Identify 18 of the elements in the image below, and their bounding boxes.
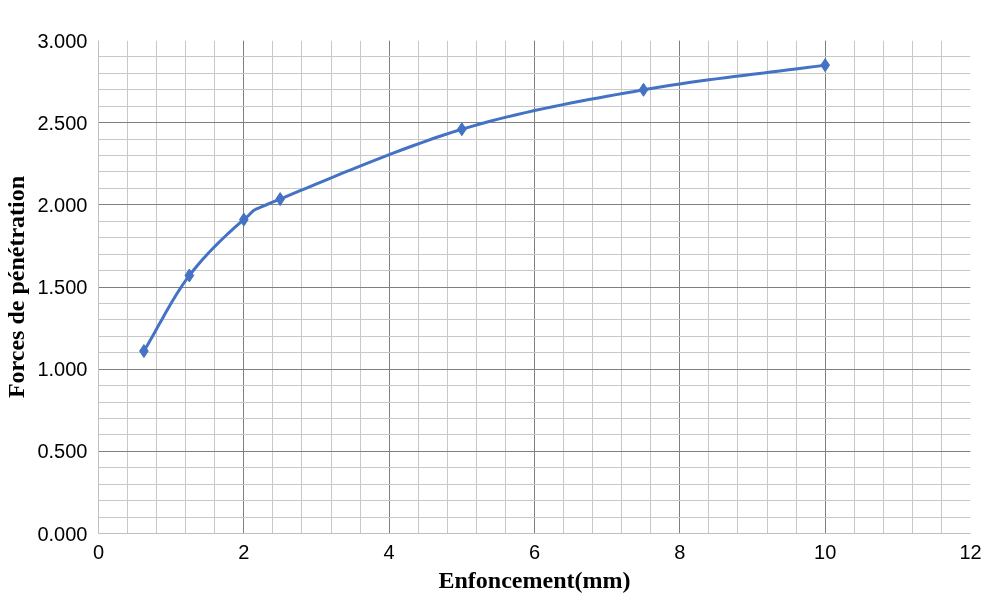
x-tick-label: 8 bbox=[674, 540, 686, 563]
y-tick-label: 1.500 bbox=[37, 276, 88, 298]
x-tick-label: 10 bbox=[814, 540, 837, 563]
x-tick-label: 12 bbox=[959, 540, 982, 563]
x-tick-label: 6 bbox=[528, 540, 541, 563]
x-tick-label: 4 bbox=[383, 540, 395, 563]
x-tick-label: 0 bbox=[92, 540, 105, 563]
x-tick-label: 2 bbox=[238, 540, 250, 563]
y-tick-label: 1.000 bbox=[37, 358, 88, 381]
x-axis-title: Enfoncement(mm) bbox=[438, 566, 631, 593]
y-tick-label: 3.000 bbox=[37, 29, 88, 52]
y-tick-label: 2.000 bbox=[37, 193, 88, 216]
point bbox=[184, 268, 195, 283]
y-axis-title: Forces de pénétration bbox=[3, 175, 30, 399]
y-tick-label: 0.500 bbox=[37, 440, 88, 463]
point bbox=[638, 82, 649, 97]
y-tick-label: 2.500 bbox=[37, 111, 88, 134]
y-tick-label: 0.000 bbox=[37, 522, 88, 545]
